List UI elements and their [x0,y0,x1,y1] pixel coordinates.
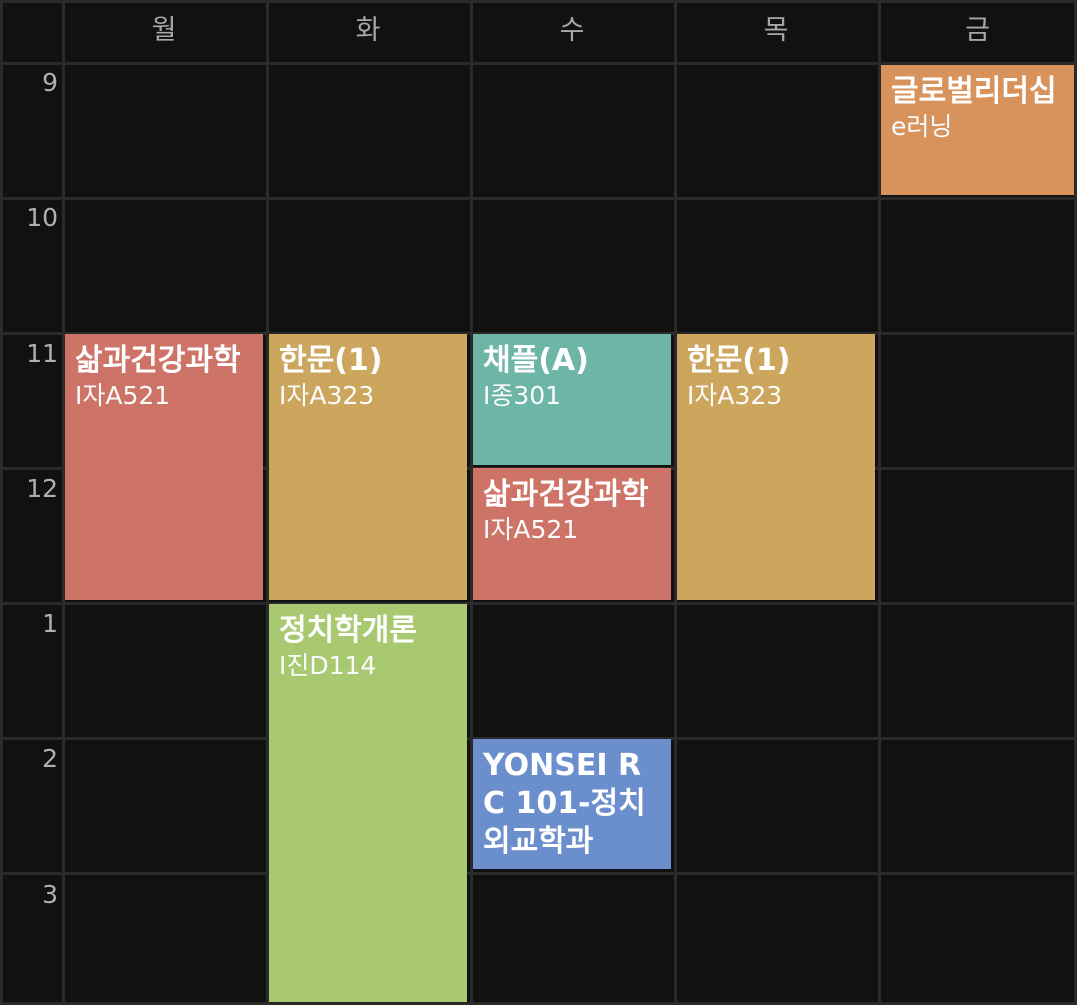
hour-cell [0,332,62,467]
hour-label-12: 12 [26,474,58,503]
grid-cell[interactable] [878,197,1077,332]
hour-cell [0,197,62,332]
grid-cell[interactable] [470,197,674,332]
grid-cell[interactable] [62,872,266,1005]
course-block-hanmun-thu[interactable]: 한문(1) I자A323 [677,334,875,600]
course-room: e러닝 [891,112,953,141]
grid-cell[interactable] [62,737,266,872]
hour-label-2: 2 [42,744,58,773]
grid-cell[interactable] [62,62,266,197]
day-label-tue: 화 [355,15,381,46]
course-room: I자A323 [279,381,375,410]
hour-cell [0,62,62,197]
day-label-wed: 수 [559,15,585,46]
day-label-thu: 목 [763,15,789,46]
grid-cell[interactable] [470,872,674,1005]
grid-cell[interactable] [266,197,470,332]
course-room: I종301 [483,381,562,410]
course-room: I진D114 [279,651,377,680]
course-room: I자A521 [483,515,579,544]
grid-cell[interactable] [62,197,266,332]
grid-cell[interactable] [674,197,878,332]
hour-label-11: 11 [26,339,58,368]
course-name: YONSEI RC 101-정치외교학과 [483,748,646,859]
hour-label-1: 1 [42,609,58,638]
course-name: 채플(A) [483,343,589,378]
day-label-mon: 월 [151,15,177,46]
course-name: 삶과건강과학 [483,477,649,512]
course-block-global-leadership[interactable]: 글로벌리더십 e러닝 [881,65,1074,195]
grid-cell[interactable] [878,467,1077,602]
course-room: I자A521 [75,381,171,410]
day-header-thu [674,0,878,62]
day-label-fri: 금 [965,15,990,46]
course-name: 삶과건강과학 [75,343,241,378]
hour-cell [0,602,62,737]
course-block-life-health-mon[interactable]: 삶과건강과학 I자A521 [65,334,263,600]
course-block-yonsei-rc[interactable]: YONSEI RC 101-정치외교학과 [473,739,671,869]
course-room: I자A323 [687,381,783,410]
hour-cell [0,737,62,872]
hour-label-10: 10 [26,203,58,232]
hour-cell [0,467,62,602]
course-block-intro-politics[interactable]: 정치학개론 I진D114 [269,604,467,1002]
hour-cell [0,872,62,1005]
day-header-fri [878,0,1077,62]
grid-cell[interactable] [878,737,1077,872]
day-header-tue [266,0,470,62]
grid-cell[interactable] [470,602,674,737]
corner-cell [0,0,62,62]
grid-cell[interactable] [62,602,266,737]
grid-cell[interactable] [674,62,878,197]
grid-cell[interactable] [674,872,878,1005]
course-name: 글로벌리더십 [891,74,1057,109]
day-header-mon [62,0,266,62]
grid-cell[interactable] [470,62,674,197]
course-block-life-health-wed[interactable]: 삶과건강과학 I자A521 [473,468,671,600]
course-block-hanmun-tue[interactable]: 한문(1) I자A323 [269,334,467,600]
grid-cell[interactable] [674,737,878,872]
grid-cell[interactable] [674,602,878,737]
grid-cell[interactable] [878,332,1077,467]
course-name: 한문(1) [279,343,383,378]
course-name: 정치학개론 [279,613,417,648]
day-header-wed [470,0,674,62]
course-name: 한문(1) [687,343,791,378]
grid-cell[interactable] [878,602,1077,737]
course-block-chapel-a[interactable]: 채플(A) I종301 [473,334,671,465]
grid-cell[interactable] [266,62,470,197]
hour-label-9: 9 [42,68,58,97]
hour-label-3: 3 [42,880,58,909]
grid-cell[interactable] [878,872,1077,1005]
